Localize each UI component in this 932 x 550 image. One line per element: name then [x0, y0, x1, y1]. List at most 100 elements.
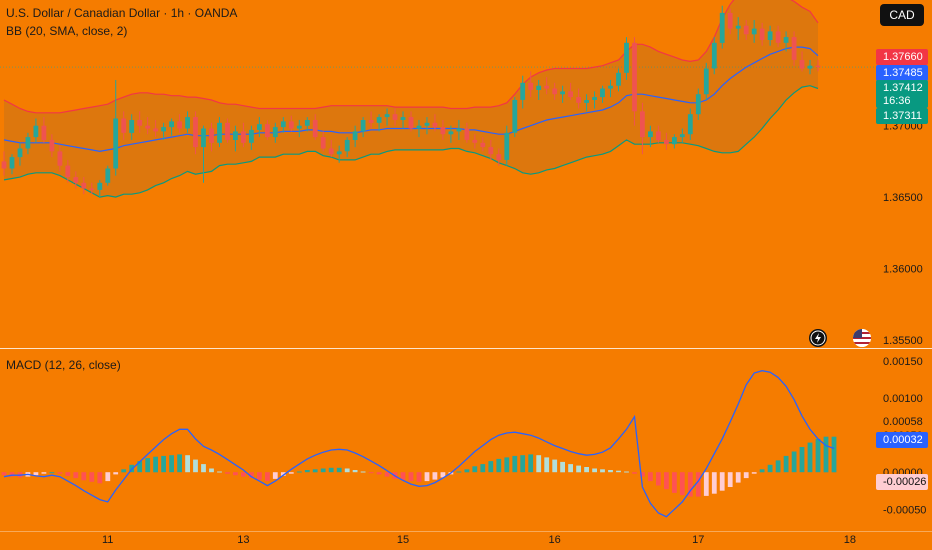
candle-body [640, 111, 645, 138]
macd-hist-bar [416, 472, 422, 482]
macd-hist-bar [679, 472, 685, 496]
candle-body [791, 37, 797, 60]
candle-body [352, 131, 358, 140]
candle-body [137, 120, 143, 126]
candle-body [241, 131, 246, 143]
candle-body [368, 120, 374, 123]
candle-body [320, 137, 326, 149]
macd-hist-bar [815, 438, 821, 473]
macd-indicator-label[interactable]: MACD (12, 26, close) [6, 358, 121, 372]
bb-basis-badge: 1.37485 [876, 65, 928, 81]
candle [249, 125, 254, 150]
candle-body [9, 157, 15, 169]
candle [105, 165, 111, 186]
macd-hist-bar [648, 472, 653, 482]
candle-body [49, 139, 55, 152]
macd-hist-bar [560, 461, 565, 473]
candle [376, 114, 382, 132]
candle [791, 31, 797, 66]
macd-hist-bar [145, 458, 151, 473]
candle-body [464, 128, 470, 140]
macd-hist-bar [552, 459, 558, 473]
candle [296, 119, 302, 138]
macd-hist-bar [759, 469, 765, 473]
candle [57, 145, 63, 172]
candle [751, 19, 757, 43]
candle-body [584, 100, 589, 103]
macd-hist-bar [257, 472, 262, 480]
candle [544, 77, 550, 95]
candle-body [217, 122, 222, 143]
candle [41, 117, 47, 143]
us-flag-icon[interactable] [853, 329, 871, 347]
candle-body [81, 182, 87, 189]
price-axis-label: 1.35500 [883, 335, 923, 347]
macd-hist-bar [536, 455, 542, 473]
candle-body [177, 121, 182, 129]
macd-hist-bar [65, 472, 71, 476]
macd-hist-bar [751, 472, 757, 474]
candle [288, 115, 294, 132]
candle-body [719, 12, 725, 43]
candle-body [360, 120, 366, 132]
macd-hist-bar [727, 472, 733, 487]
candle-body [312, 120, 318, 138]
macd-hist-bar [217, 471, 222, 473]
candle [656, 125, 661, 143]
bb-indicator-label[interactable]: BB (20, SMA, close, 2) [6, 24, 128, 38]
macd-hist-bar [504, 457, 510, 473]
macd-hist-bar [488, 461, 494, 473]
candle-body [592, 97, 597, 100]
macd-hist-bar [432, 472, 438, 480]
candle [648, 125, 653, 148]
macd-hist-bar [177, 454, 182, 473]
candle-body [815, 65, 821, 68]
symbol-title[interactable]: U.S. Dollar / Canadian Dollar · 1h · OAN… [6, 6, 238, 20]
macd-hist-bar [97, 472, 103, 484]
macd-hist-bar [664, 472, 669, 490]
macd-hist-bar [608, 470, 613, 473]
price-badge: 1.37412 16:36 [876, 80, 928, 108]
macd-hist-bar [743, 472, 749, 479]
lightning-icon[interactable] [809, 329, 827, 347]
candle [496, 148, 502, 166]
candle [679, 128, 685, 143]
macd-hist-bar [464, 469, 470, 473]
macd-hist-bar [105, 472, 111, 482]
candle-body [799, 60, 805, 69]
candle [336, 145, 342, 163]
macd-hist-bar [767, 464, 773, 473]
candle-body [576, 97, 581, 103]
macd-axis-label: 0.00100 [883, 393, 923, 405]
macd-hist-bar [783, 455, 789, 473]
candle-body [536, 85, 542, 90]
macd-hist-bar [153, 456, 158, 473]
macd-hist-bar [632, 472, 637, 474]
candle-body [759, 28, 765, 40]
candle-body [408, 117, 414, 129]
candle [560, 85, 565, 103]
candle [33, 118, 39, 143]
macd-hist-bar [831, 436, 837, 473]
candle [759, 22, 765, 46]
candle-body [17, 148, 23, 158]
candle-body [672, 137, 677, 145]
macd-hist-bar [775, 460, 781, 473]
macd-line-badge: 0.00032 [876, 432, 928, 448]
macd-hist-bar [807, 442, 813, 473]
candle [272, 122, 278, 143]
candle [624, 37, 629, 80]
macd-hist-bar [49, 472, 55, 474]
candle [640, 102, 645, 155]
candle-body [185, 117, 190, 129]
candle [703, 62, 709, 100]
candle [17, 142, 23, 166]
candle [9, 154, 15, 175]
currency-button[interactable]: CAD [880, 4, 924, 26]
macd-hist-bar [312, 469, 318, 473]
candle-body [775, 31, 781, 43]
candle [783, 31, 789, 52]
candle-body [209, 128, 214, 143]
candle [416, 119, 422, 138]
